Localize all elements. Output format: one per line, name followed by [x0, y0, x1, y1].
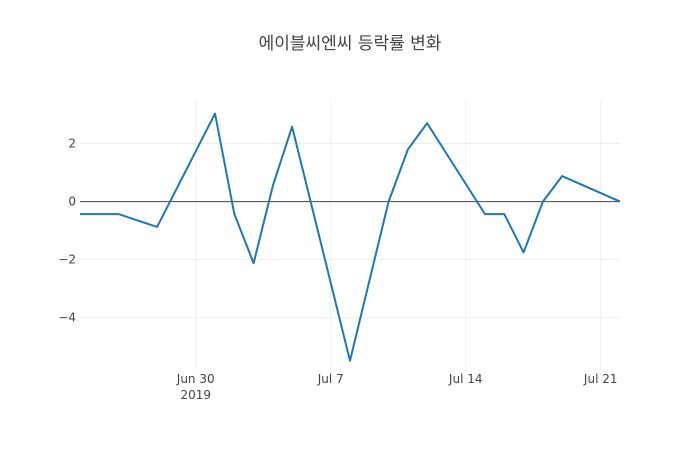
x-tick-label: Jul 21 — [583, 372, 618, 386]
series-layer — [80, 112, 621, 362]
y-tick-label: −4 — [58, 311, 76, 325]
x-tick-label: Jun 30 — [176, 372, 215, 386]
y-tick-label: −2 — [58, 253, 76, 267]
x-tick-sublabel: 2019 — [180, 388, 211, 402]
y-tick-label: 0 — [68, 195, 76, 209]
x-tick-label: Jul 7 — [317, 372, 344, 386]
chart-title: 에이블씨엔씨 등락률 변화 — [259, 34, 442, 54]
grid — [80, 100, 620, 370]
tick-labels: Jun 30 2019 Jul 7 Jul 14 Jul 21 2 0 −2 −4 — [58, 137, 617, 402]
x-tick-label: Jul 14 — [448, 372, 483, 386]
series-line — [80, 112, 621, 362]
y-tick-label: 2 — [68, 137, 76, 151]
